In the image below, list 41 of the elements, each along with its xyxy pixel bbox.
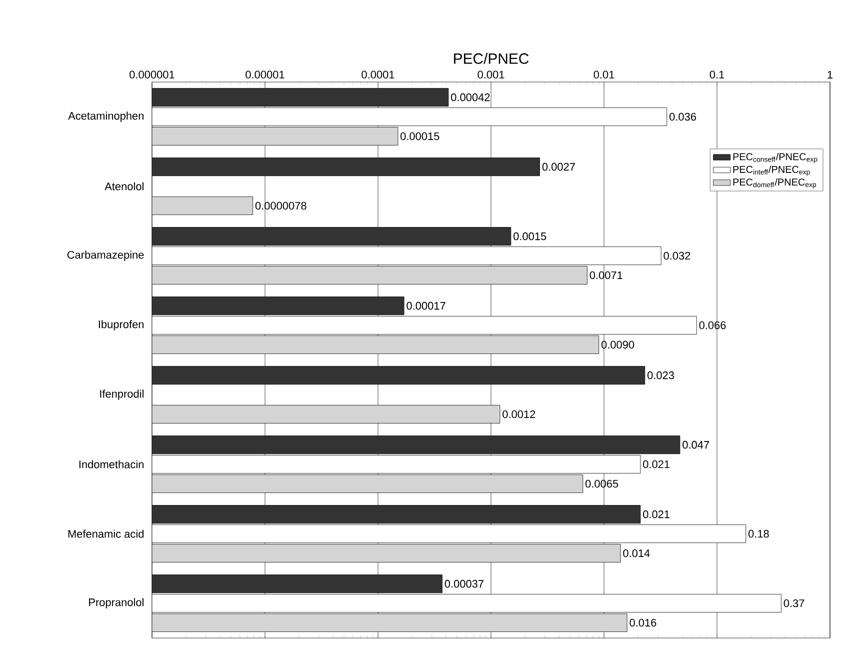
- x-tick-label: 0.001: [478, 70, 504, 78]
- y-tick-label: Indomethacin: [79, 460, 144, 468]
- data-label: 0.047: [682, 440, 710, 449]
- data-label: 0.066: [699, 321, 726, 330]
- data-label: 0.37: [784, 599, 804, 608]
- y-tick-label: Ibuprofen: [98, 320, 144, 330]
- y-tick-label: Carbamazepine: [67, 250, 144, 261]
- data-label: 0.0000078: [255, 202, 306, 210]
- y-tick-label: Acetaminophen: [68, 112, 144, 122]
- data-label: 0.00037: [444, 580, 484, 588]
- y-tick-label: Propranolol: [89, 598, 144, 608]
- y-tick-label: Ifenprodil: [100, 390, 144, 400]
- x-tick-label: 1: [828, 70, 833, 78]
- data-label: 0.021: [643, 460, 670, 468]
- data-label: 0.0090: [601, 340, 634, 349]
- data-label: 0.032: [664, 252, 690, 260]
- x-tick-label: 0.0001: [362, 70, 394, 78]
- x-axis-title: PEC/PNEC: [454, 52, 529, 64]
- data-label: 0.00017: [406, 302, 446, 310]
- data-label: 0.023: [647, 371, 674, 380]
- legend-label: PEC$_{inteff}$/PNEC$_{exp}$: [733, 166, 810, 176]
- legend-label: PEC$_{domeff}$/PNEC$_{exp}$: [733, 178, 816, 188]
- data-label: 0.021: [643, 510, 670, 518]
- data-label: 0.00042: [451, 93, 490, 102]
- data-label: 0.00015: [400, 132, 440, 140]
- data-label: 0.0012: [502, 410, 536, 418]
- x-tick-label: 0.01: [594, 70, 614, 78]
- y-tick-label: Mefenamic acid: [68, 530, 144, 538]
- x-tick-label: 0.000001: [130, 70, 174, 78]
- data-label: 0.0027: [542, 162, 575, 171]
- data-label: 0.0071: [590, 271, 622, 280]
- data-label: 0.0065: [585, 480, 618, 488]
- data-label: 0.036: [669, 112, 696, 121]
- x-tick-label: 0.1: [710, 70, 724, 78]
- data-label: 0.0015: [514, 232, 546, 240]
- legend-label: PEC$_{conseff}$/PNEC$_{exp}$: [733, 152, 818, 164]
- data-label: 0.18: [748, 530, 769, 538]
- data-label: 0.016: [630, 618, 656, 627]
- x-tick-label: 0.00001: [246, 70, 284, 78]
- data-label: 0.014: [623, 549, 650, 558]
- y-tick-label: Atenolol: [104, 182, 144, 190]
